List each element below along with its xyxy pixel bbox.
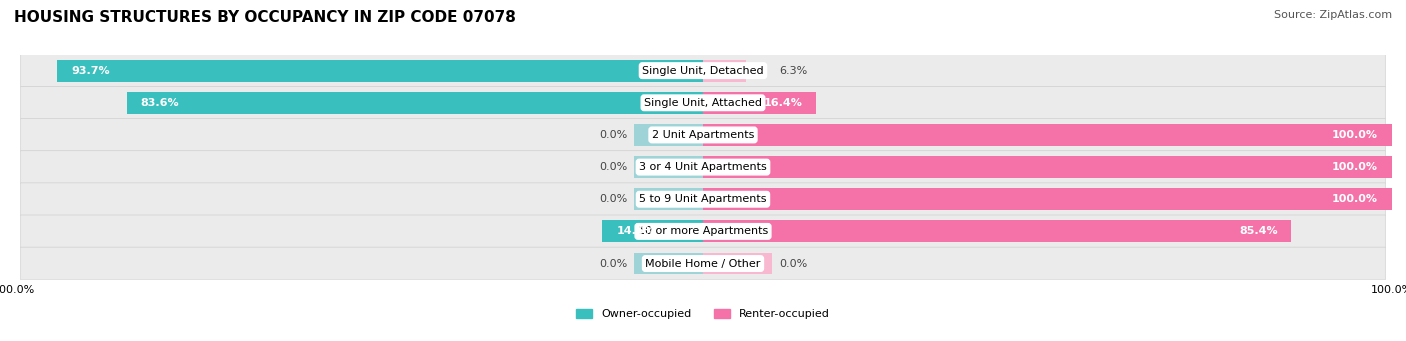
Text: 83.6%: 83.6% [141,98,180,108]
Text: 0.0%: 0.0% [599,162,627,172]
Bar [703,156,1392,178]
Bar [634,156,703,178]
Text: 100.0%: 100.0% [1331,162,1378,172]
Bar [703,253,772,275]
FancyBboxPatch shape [21,247,1385,280]
Text: 100.0%: 100.0% [1331,194,1378,204]
FancyBboxPatch shape [21,86,1385,119]
FancyBboxPatch shape [21,54,1385,87]
Text: 2 Unit Apartments: 2 Unit Apartments [652,130,754,140]
Text: 0.0%: 0.0% [599,194,627,204]
Text: 85.4%: 85.4% [1239,226,1278,236]
Bar [634,124,703,146]
Text: 16.4%: 16.4% [763,98,803,108]
Bar [703,124,1392,146]
Text: 6.3%: 6.3% [779,65,807,76]
FancyBboxPatch shape [21,119,1385,151]
Text: 93.7%: 93.7% [72,65,110,76]
Bar [58,60,703,81]
Bar [703,60,747,81]
Text: 3 or 4 Unit Apartments: 3 or 4 Unit Apartments [640,162,766,172]
Text: 0.0%: 0.0% [779,258,807,269]
Bar [634,188,703,210]
Text: Single Unit, Detached: Single Unit, Detached [643,65,763,76]
Bar [127,92,703,114]
Text: 14.6%: 14.6% [616,226,655,236]
FancyBboxPatch shape [21,215,1385,248]
Legend: Owner-occupied, Renter-occupied: Owner-occupied, Renter-occupied [571,304,835,324]
Text: Mobile Home / Other: Mobile Home / Other [645,258,761,269]
Bar [602,221,703,242]
Bar [703,188,1392,210]
Bar [634,253,703,275]
Bar [703,92,815,114]
Text: 5 to 9 Unit Apartments: 5 to 9 Unit Apartments [640,194,766,204]
Text: 0.0%: 0.0% [599,258,627,269]
Text: 100.0%: 100.0% [1331,130,1378,140]
Text: 0.0%: 0.0% [599,130,627,140]
Text: Single Unit, Attached: Single Unit, Attached [644,98,762,108]
Text: 10 or more Apartments: 10 or more Apartments [638,226,768,236]
FancyBboxPatch shape [21,183,1385,216]
FancyBboxPatch shape [21,151,1385,183]
Bar [703,221,1291,242]
Text: Source: ZipAtlas.com: Source: ZipAtlas.com [1274,10,1392,20]
Text: HOUSING STRUCTURES BY OCCUPANCY IN ZIP CODE 07078: HOUSING STRUCTURES BY OCCUPANCY IN ZIP C… [14,10,516,25]
